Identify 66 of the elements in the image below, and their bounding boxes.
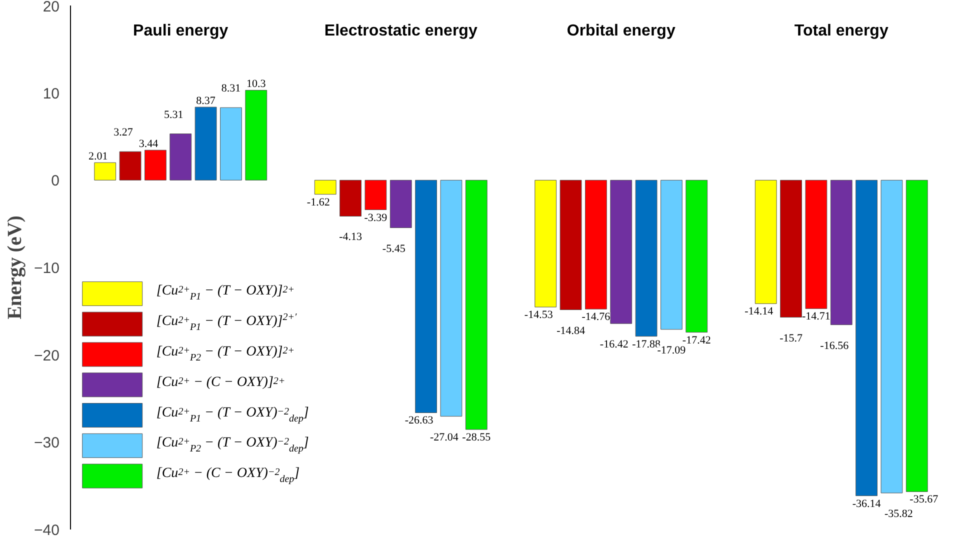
data-label: 3.27: [114, 126, 134, 139]
data-label: 10.3: [246, 78, 266, 90]
bar: [314, 180, 336, 195]
x-tick-label: Orbital energy: [566, 22, 676, 40]
bar: [364, 180, 387, 210]
data-label: -14.71: [802, 310, 830, 323]
bar: [585, 180, 607, 310]
bar: [830, 180, 852, 326]
bar: [780, 180, 802, 318]
bar: [194, 106, 217, 180]
data-label: -17.42: [682, 334, 711, 346]
bar: [660, 180, 682, 330]
y-tick-label: 10: [42, 85, 60, 102]
bar: [610, 180, 632, 324]
bar: [119, 151, 142, 180]
bar: [440, 180, 462, 417]
data-label: -1.62: [306, 196, 330, 208]
bar: [245, 90, 268, 180]
bar: [144, 150, 166, 180]
data-label: -4.13: [339, 231, 362, 244]
data-label: -14.84: [556, 324, 586, 337]
data-label: -14.14: [744, 306, 774, 318]
data-label: -26.63: [404, 414, 434, 427]
bar: [805, 180, 828, 309]
bar: [686, 180, 708, 333]
data-label: -14.76: [582, 311, 611, 324]
bar: [856, 180, 878, 496]
data-label: 2.01: [88, 150, 108, 163]
data-label: 5.31: [164, 108, 184, 121]
bar: [94, 162, 116, 180]
data-label: -14.53: [524, 309, 554, 322]
data-label: -35.67: [910, 494, 939, 506]
data-label: 3.44: [138, 138, 159, 150]
y-tick-label: −30: [34, 434, 60, 452]
x-tick-label: Total energy: [794, 22, 888, 40]
y-tick-label: −20: [34, 347, 60, 364]
data-label: -16.56: [820, 340, 850, 352]
y-tick-label: −40: [34, 522, 60, 539]
y-axis-title: Energy (eV): [4, 216, 26, 320]
x-tick-label: Pauli energy: [133, 22, 228, 40]
bar: [880, 180, 903, 494]
bar: [340, 180, 362, 216]
data-label: -27.04: [430, 431, 459, 444]
bar: [390, 180, 412, 228]
data-label: -36.14: [852, 498, 882, 510]
bar: [906, 180, 928, 492]
bar: [635, 180, 658, 337]
bar: [754, 180, 777, 304]
bar: [534, 180, 557, 308]
bar: [560, 180, 582, 310]
bar: [220, 107, 242, 180]
data-label: -16.42: [600, 338, 628, 351]
data-label: -35.82: [884, 508, 913, 520]
bar: [465, 180, 488, 430]
y-tick-label: −10: [34, 260, 60, 277]
data-label: -15.7: [780, 332, 803, 344]
data-label: -28.55: [462, 432, 492, 444]
y-tick-label: 0: [51, 172, 60, 190]
bar: [170, 134, 192, 180]
y-tick-label: 20: [42, 0, 60, 16]
data-label: 8.37: [196, 95, 216, 108]
data-label: -3.39: [364, 212, 388, 224]
bar: [415, 180, 437, 413]
x-tick-label: Electrostatic energy: [324, 22, 478, 40]
data-label: -5.45: [382, 242, 406, 255]
data-label: 8.31: [221, 82, 241, 95]
